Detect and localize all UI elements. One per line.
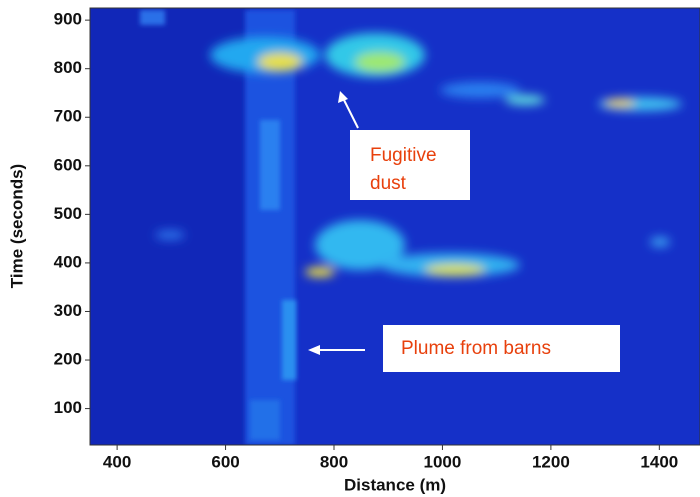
annotation-arrowhead	[308, 345, 320, 355]
x-tick-label: 1200	[532, 452, 570, 471]
x-tick-label: 600	[211, 452, 239, 471]
annotation-box	[383, 325, 620, 372]
heatmap-dust-lower	[155, 220, 670, 277]
annotation-text: dust	[370, 173, 407, 194]
x-axis-label: Distance (m)	[344, 475, 446, 494]
x-tick-label: 800	[320, 452, 348, 471]
heatmap-plume-spots	[140, 10, 296, 440]
x-tick-label: 1400	[640, 452, 678, 471]
heatmap-image	[90, 8, 700, 445]
y-tick-label: 900	[54, 10, 82, 29]
annotation-arrowhead	[338, 91, 348, 103]
x-tick-label: 1000	[424, 452, 462, 471]
y-tick-label: 800	[54, 58, 82, 77]
y-tick-label: 700	[54, 107, 82, 126]
y-tick-label: 600	[54, 155, 82, 174]
annotation-text: Plume from barns	[401, 338, 551, 359]
y-tick-label: 200	[54, 350, 82, 369]
y-tick-label: 500	[54, 204, 82, 223]
annotation-arrow	[342, 97, 359, 129]
x-tick-label: 400	[103, 452, 131, 471]
heatmap-dust-upper	[210, 33, 682, 111]
heatmap-region	[90, 8, 250, 445]
y-tick-label: 400	[54, 252, 82, 271]
y-tick-label: 100	[54, 398, 82, 417]
plot-frame	[89, 7, 700, 446]
annotation-text: Fugitive	[370, 145, 437, 166]
y-axis-label: Time (seconds)	[7, 164, 26, 288]
y-tick-label: 300	[54, 301, 82, 320]
annotation-box	[350, 130, 470, 200]
